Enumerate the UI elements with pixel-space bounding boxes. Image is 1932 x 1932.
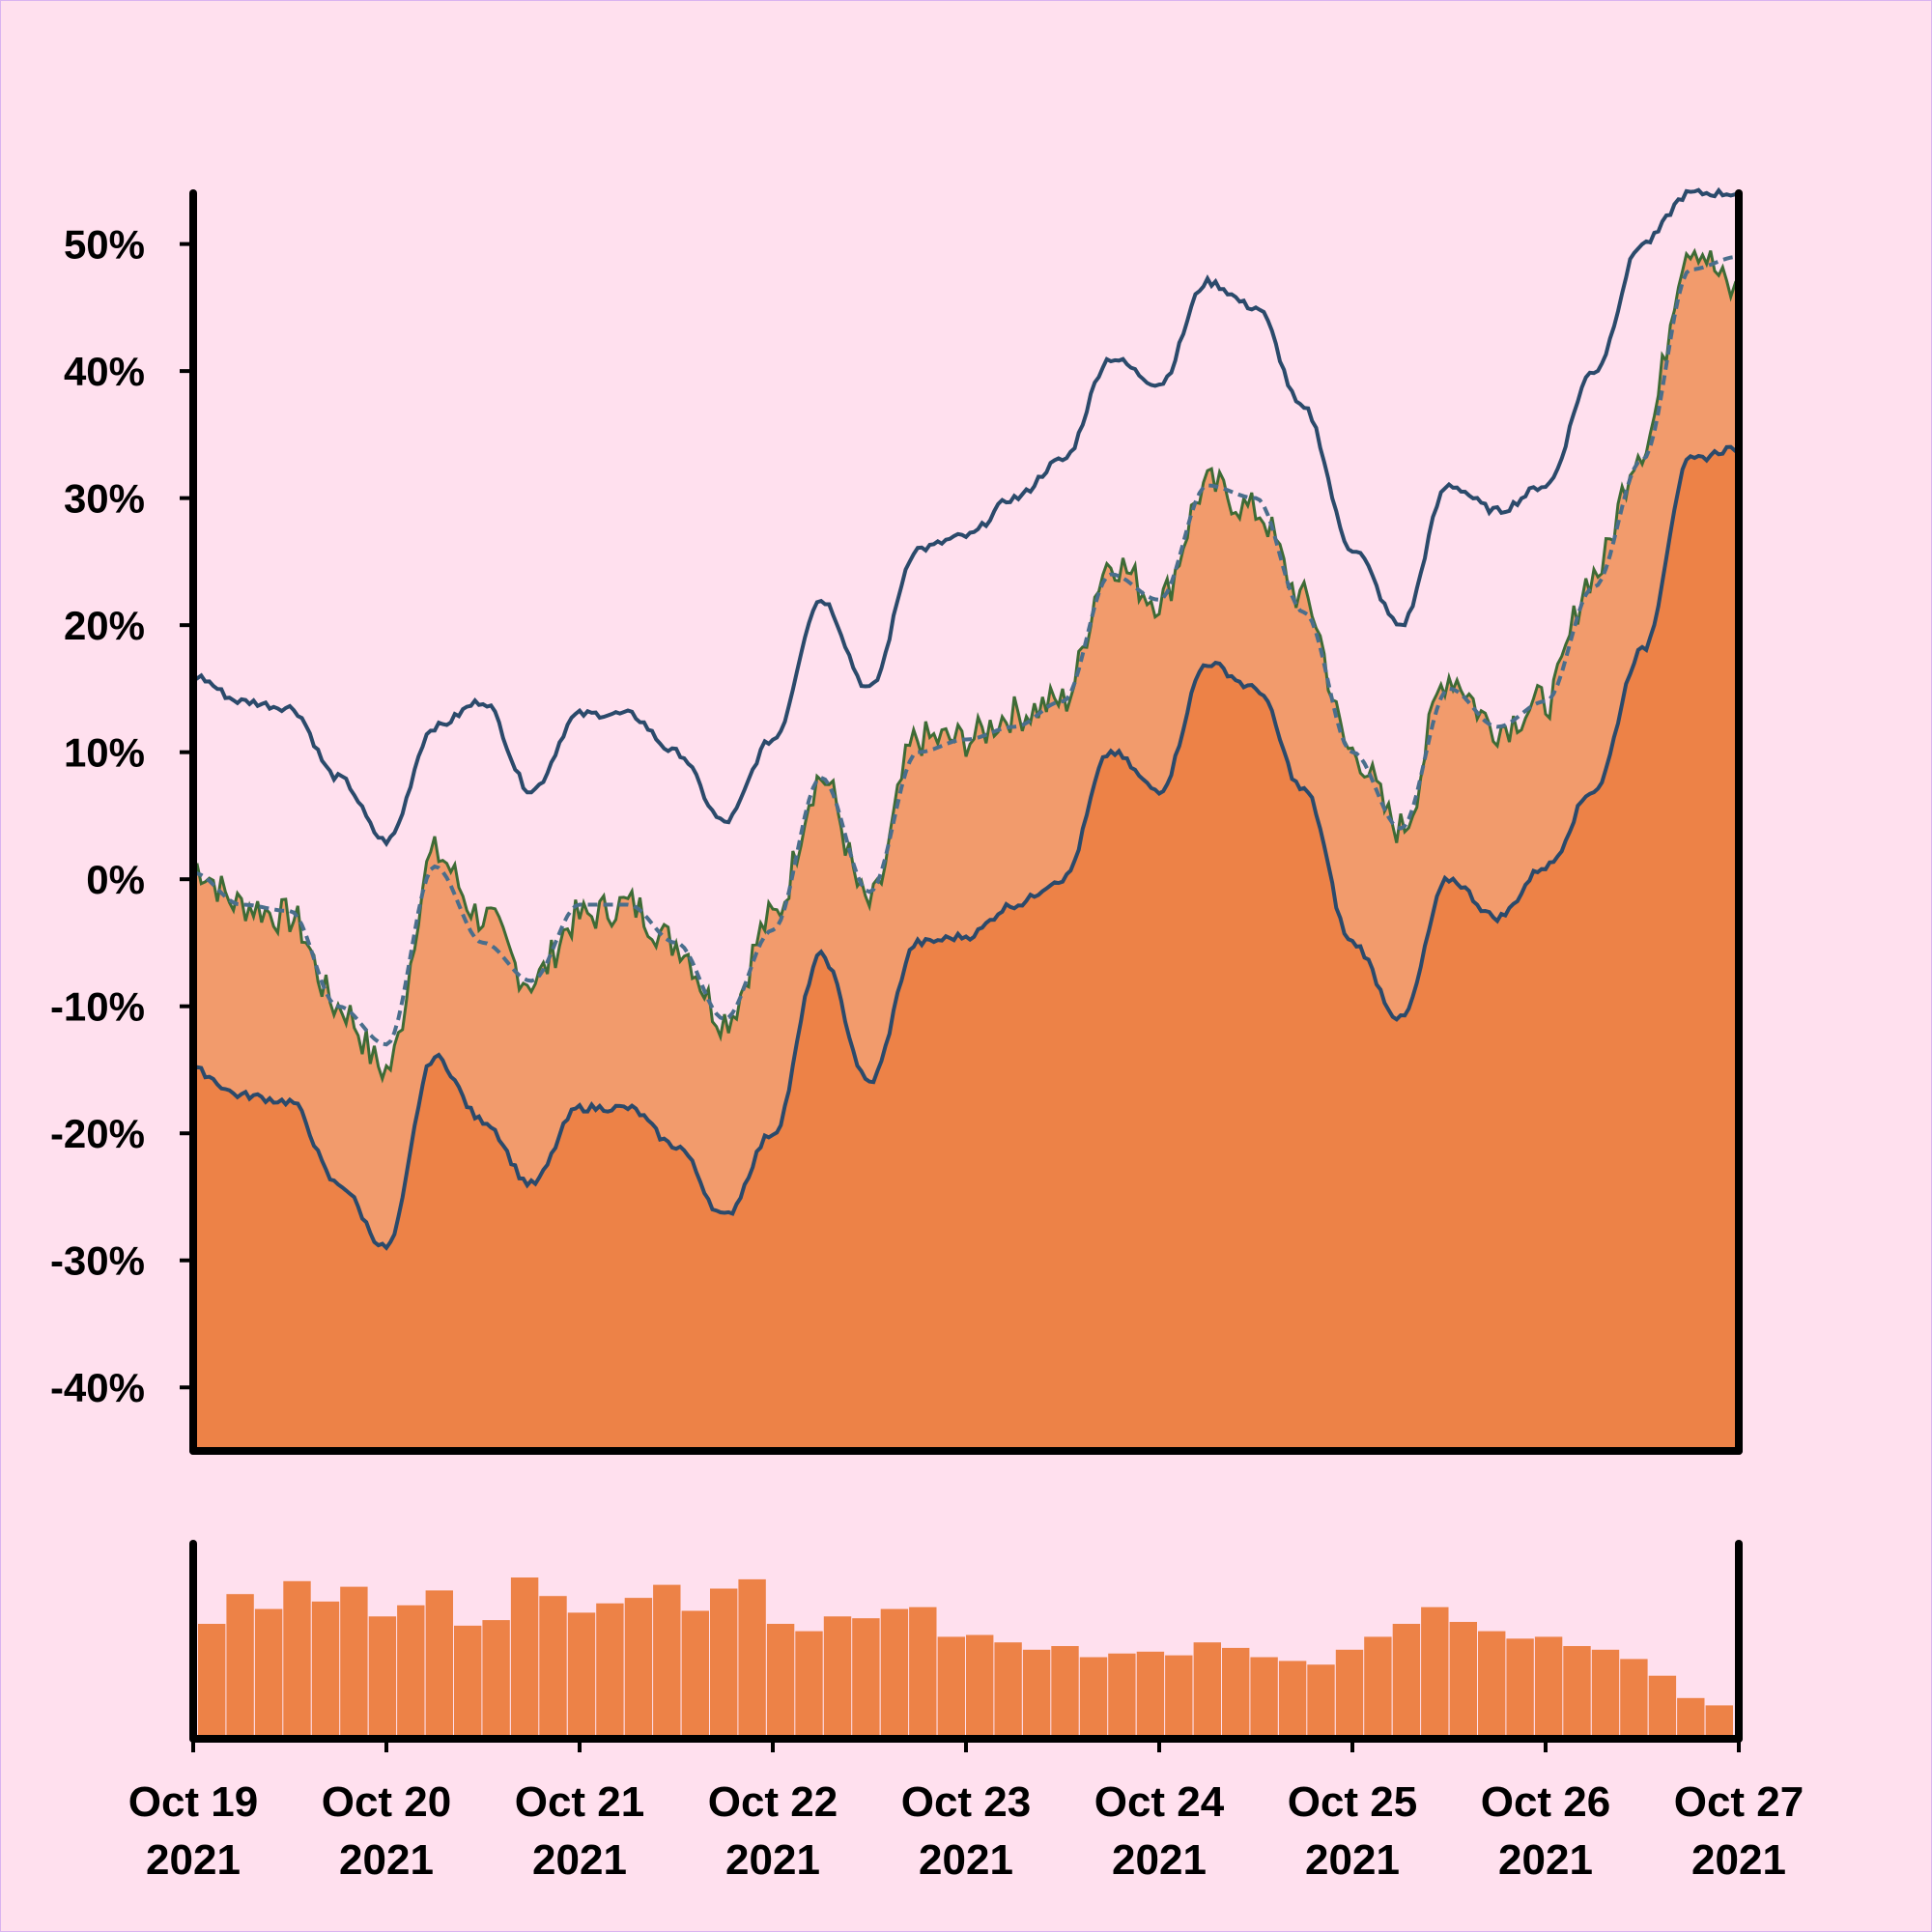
volume-bar xyxy=(283,1580,311,1739)
x-tick-label-year: 2021 xyxy=(1112,1836,1207,1884)
volume-bar xyxy=(937,1636,965,1739)
upper-band-line xyxy=(192,186,1740,847)
volume-bar xyxy=(226,1594,254,1739)
volume-bar xyxy=(1392,1624,1421,1739)
price-line xyxy=(192,247,1741,1084)
volume-bar xyxy=(909,1606,937,1739)
x-tick-label-year: 2021 xyxy=(532,1836,627,1884)
volume-bar xyxy=(994,1642,1022,1739)
volume-bar xyxy=(254,1608,283,1739)
volume-bar xyxy=(1705,1705,1733,1739)
volume-bar xyxy=(510,1577,539,1739)
volume-bar xyxy=(1136,1651,1165,1739)
volume-bar xyxy=(1022,1649,1051,1739)
volume-bar xyxy=(1307,1664,1335,1739)
volume-bar xyxy=(567,1612,596,1739)
main-axes xyxy=(189,189,1743,1455)
x-tick-label-date: Oct 25 xyxy=(1288,1778,1418,1826)
y-tick-label: 30% xyxy=(64,476,145,522)
lower-band-area xyxy=(193,446,1739,1452)
lower-band-line xyxy=(191,444,1741,1251)
volume-bar xyxy=(653,1584,681,1739)
volume-bar xyxy=(1222,1647,1250,1739)
volume-bar xyxy=(311,1601,340,1739)
x-tick-label-date: Oct 26 xyxy=(1481,1778,1611,1826)
x-axis-ticks: Oct 19 2021 Oct 20 2021 Oct 21 2021 Oct 22 2021… xyxy=(128,1739,1804,1884)
volume-bar xyxy=(539,1596,567,1739)
volume-bar xyxy=(340,1586,368,1739)
volume-bar xyxy=(1591,1649,1620,1739)
volume-bar xyxy=(852,1618,880,1739)
x-tick-label-date: Oct 21 xyxy=(515,1778,645,1826)
main-lines xyxy=(191,186,1741,1251)
x-tick-label-date: Oct 23 xyxy=(901,1778,1032,1826)
x-tick-label-date: Oct 22 xyxy=(708,1778,838,1826)
volume-bar xyxy=(795,1631,823,1739)
volume-bar xyxy=(1335,1649,1364,1739)
volume-bar xyxy=(624,1598,653,1739)
price-band-area xyxy=(193,250,1739,1248)
y-tick-label: 50% xyxy=(64,222,145,268)
volume-bar xyxy=(596,1603,624,1739)
x-tick-label-year: 2021 xyxy=(1305,1836,1400,1884)
x-tick-label-year: 2021 xyxy=(1498,1836,1593,1884)
volume-bar xyxy=(1506,1638,1534,1739)
volume-bar xyxy=(1563,1646,1591,1739)
volume-bar xyxy=(1079,1657,1108,1739)
y-tick-label: 10% xyxy=(64,730,145,776)
x-tick-label-year: 2021 xyxy=(339,1836,434,1884)
volume-bar xyxy=(482,1620,510,1739)
x-tick-label-year: 2021 xyxy=(146,1836,241,1884)
volume-bar xyxy=(681,1610,709,1739)
volume-bar xyxy=(1478,1631,1506,1739)
volume-bar xyxy=(738,1578,766,1739)
volume-bar xyxy=(198,1624,226,1739)
volume-bar xyxy=(823,1616,852,1739)
volume-bar xyxy=(1364,1636,1392,1739)
volume-bar xyxy=(1677,1697,1705,1739)
x-tick-label-date: Oct 27 xyxy=(1674,1778,1804,1826)
main-areas xyxy=(193,250,1739,1452)
volume-bar xyxy=(425,1590,453,1739)
x-tick-label-date: Oct 19 xyxy=(128,1778,259,1826)
volume-bar xyxy=(1278,1661,1307,1739)
volume-bar xyxy=(1648,1675,1677,1739)
x-tick-label-year: 2021 xyxy=(1691,1836,1786,1884)
volume-bar xyxy=(966,1634,994,1739)
y-tick-label: -20% xyxy=(50,1111,145,1156)
volume-bar xyxy=(1250,1657,1278,1739)
volume-bar xyxy=(1449,1622,1477,1739)
volume-bar xyxy=(880,1608,909,1739)
x-tick-label-year: 2021 xyxy=(919,1836,1013,1884)
volume-bar xyxy=(766,1624,795,1739)
y-tick-label: -10% xyxy=(50,984,145,1030)
y-tick-label: -30% xyxy=(50,1238,145,1284)
volume-bar xyxy=(1165,1655,1193,1739)
y-tick-label: 0% xyxy=(86,857,145,902)
volume-bar xyxy=(710,1588,738,1739)
y-tick-label: 20% xyxy=(64,603,145,648)
volume-bar xyxy=(454,1625,482,1739)
moving-average-line xyxy=(192,254,1740,1047)
x-tick-label-date: Oct 20 xyxy=(322,1778,452,1826)
volume-bar xyxy=(1108,1653,1136,1739)
volume-bar xyxy=(397,1605,425,1739)
volume-bar xyxy=(1193,1642,1221,1739)
x-tick-label-date: Oct 24 xyxy=(1094,1778,1225,1826)
y-tick-label: -40% xyxy=(50,1365,145,1410)
volume-bar xyxy=(1421,1606,1449,1739)
y-tick-label: 40% xyxy=(64,349,145,394)
volume-bar xyxy=(1051,1646,1079,1739)
y-axis-ticks: -40% -30% -20% -10% 0% 10% 20% 30% 40% 50% xyxy=(50,222,193,1410)
volume-bar xyxy=(1534,1636,1563,1739)
x-tick-label-year: 2021 xyxy=(725,1836,820,1884)
volume-bar xyxy=(368,1616,397,1739)
volume-bars xyxy=(198,1577,1733,1739)
volume-bar xyxy=(1620,1659,1648,1739)
